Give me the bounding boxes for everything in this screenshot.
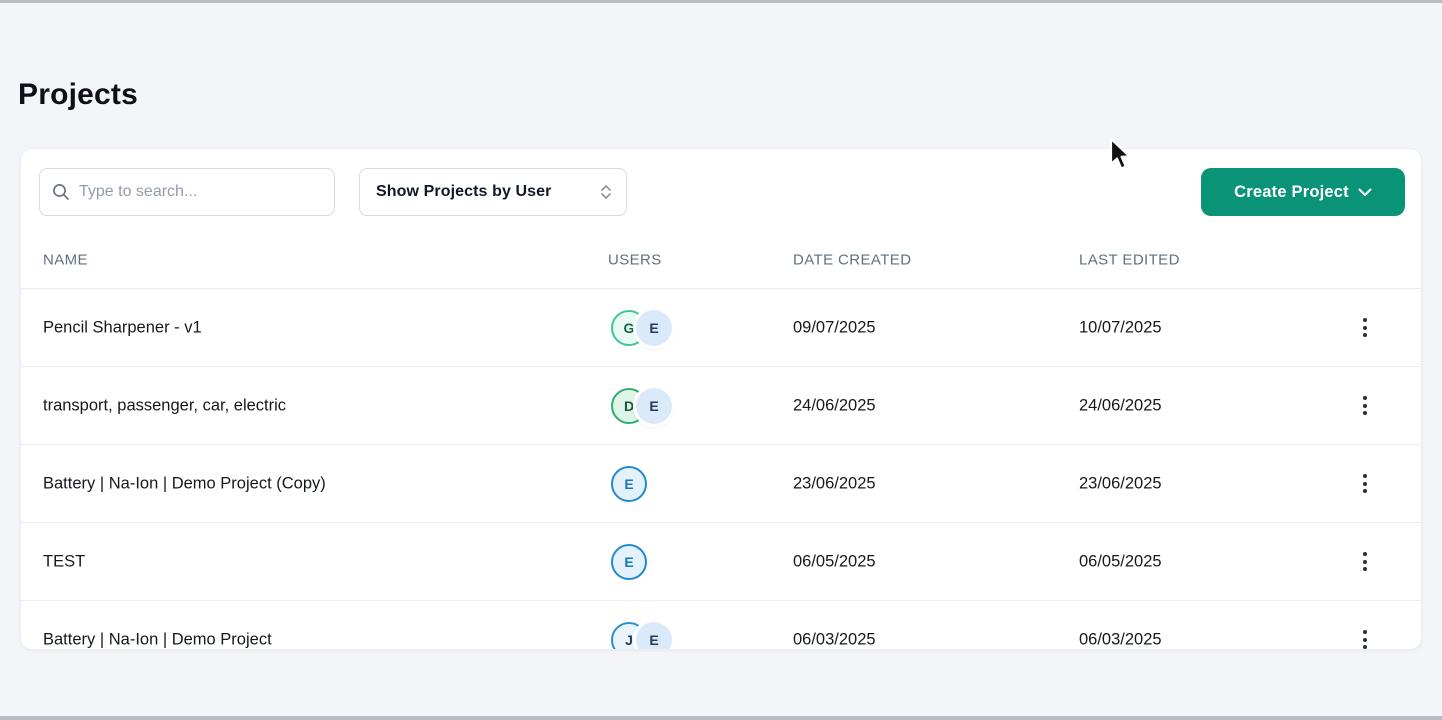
table-body: Pencil Sharpener - v1 G E 09/07/2025 10/… [21,289,1421,649]
user-avatars: E [611,543,647,580]
row-menu-button[interactable] [1349,390,1381,422]
table-row[interactable]: TEST E 06/05/2025 06/05/2025 [21,523,1421,601]
last-edited: 10/07/2025 [1079,318,1162,336]
row-menu-button[interactable] [1349,624,1381,649]
create-project-button[interactable]: Create Project [1201,168,1405,216]
project-name: Battery | Na-Ion | Demo Project [43,630,272,648]
project-name: Pencil Sharpener - v1 [43,318,202,336]
row-menu-button[interactable] [1349,546,1381,578]
date-created: 06/03/2025 [793,630,876,648]
project-name: TEST [43,552,86,570]
table-row[interactable]: Battery | Na-Ion | Demo Project J E 06/0… [21,601,1421,649]
user-avatars: G E [611,309,672,346]
window-top-edge [0,0,1442,3]
project-name: transport, passenger, car, electric [43,396,287,414]
create-project-label: Create Project [1234,182,1349,201]
avatar: E [636,309,672,346]
column-header-last-edited: LAST EDITED [1079,251,1180,268]
last-edited: 23/06/2025 [1079,474,1162,492]
projects-card: Show Projects by User Create Project NAM… [20,148,1422,650]
window-bottom-edge [0,716,1442,720]
user-avatars: E [611,465,647,502]
avatar: E [611,465,647,502]
avatar: E [636,387,672,424]
table-header: NAME USERS DATE CREATED LAST EDITED [21,231,1421,289]
project-name: Battery | Na-Ion | Demo Project (Copy) [43,474,326,492]
search-input[interactable] [79,183,322,201]
date-created: 23/06/2025 [793,474,876,492]
date-created: 09/07/2025 [793,318,876,336]
table-row[interactable]: Pencil Sharpener - v1 G E 09/07/2025 10/… [21,289,1421,367]
table-row[interactable]: Battery | Na-Ion | Demo Project (Copy) E… [21,445,1421,523]
projects-filter-select[interactable]: Show Projects by User [359,168,627,216]
row-menu-button[interactable] [1349,312,1381,344]
column-header-date-created: DATE CREATED [793,251,912,268]
date-created: 24/06/2025 [793,396,876,414]
table-row[interactable]: transport, passenger, car, electric D E … [21,367,1421,445]
search-icon [53,184,69,200]
up-down-chevron-icon [601,185,611,199]
last-edited: 06/05/2025 [1079,552,1162,570]
date-created: 06/05/2025 [793,552,876,570]
column-header-name: NAME [43,251,88,268]
toolbar: Show Projects by User Create Project [21,149,1421,231]
user-avatars: D E [611,387,672,424]
chevron-down-icon [1358,188,1372,196]
avatar: E [611,543,647,580]
page-title: Projects [18,78,138,111]
search-box[interactable] [39,168,335,216]
last-edited: 24/06/2025 [1079,396,1162,414]
user-avatars: J E [611,621,672,649]
filter-select-label: Show Projects by User [376,183,552,200]
last-edited: 06/03/2025 [1079,630,1162,648]
row-menu-button[interactable] [1349,468,1381,500]
avatar: E [636,621,672,649]
column-header-users: USERS [608,251,662,268]
